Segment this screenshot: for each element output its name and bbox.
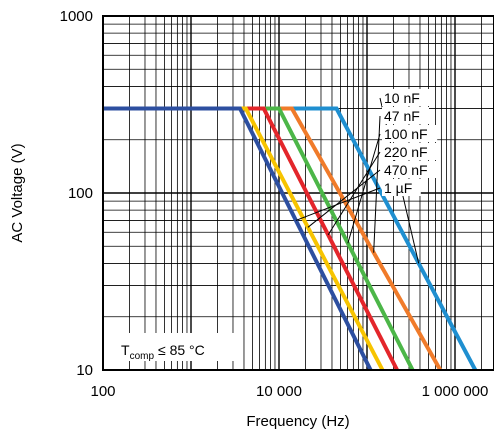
x-axis-title: Frequency (Hz) [246, 413, 349, 430]
legend-leader-line [327, 151, 381, 236]
legend-label-bg [382, 143, 438, 160]
legend: 10 nF 47 nF 100 nF 220 nF 470 nF 1 µF [295, 89, 438, 264]
legend-leader-line [307, 169, 381, 228]
legend-label-bg [382, 89, 429, 106]
x-tick-label: 10 000 [256, 383, 302, 400]
legend-label-bg [382, 179, 421, 196]
legend-label: 1 µF [384, 180, 412, 196]
annotation-rest: ≤ 85 °C [158, 342, 205, 358]
plot-frame [102, 15, 494, 371]
legend-label: 10 nF [384, 90, 420, 106]
y-tick-label: 10 [76, 362, 93, 379]
legend-label: 470 nF [384, 162, 428, 178]
tick-labels: 100 10 000 1 000 000 1000 100 10 [60, 8, 489, 400]
legend-label-bg [382, 161, 438, 178]
legend-label: 220 nF [384, 144, 428, 160]
grid [103, 16, 494, 370]
annotation-sub: comp [130, 351, 155, 362]
x-tick-label: 1 000 000 [422, 383, 489, 400]
x-tick-label: 100 [90, 383, 115, 400]
series-layer [103, 106, 478, 371]
legend-label: 47 nF [384, 108, 420, 124]
y-tick-label: 100 [68, 185, 93, 202]
temperature-annotation: Tcomp ≤ 85 °C [114, 333, 236, 362]
annotation-text: Tcomp ≤ 85 °C [121, 342, 205, 362]
legend-label-bg [382, 107, 429, 124]
legend-label: 100 nF [384, 126, 428, 142]
series-line [103, 106, 373, 371]
y-axis-title: AC Voltage (V) [9, 143, 26, 242]
legend-leader-line [347, 133, 381, 244]
annotation-main: T [121, 342, 130, 358]
legend-leader-line [295, 187, 381, 221]
legend-label-bg [382, 125, 438, 142]
annotation-box [114, 333, 236, 361]
y-tick-label: 1000 [60, 8, 93, 25]
